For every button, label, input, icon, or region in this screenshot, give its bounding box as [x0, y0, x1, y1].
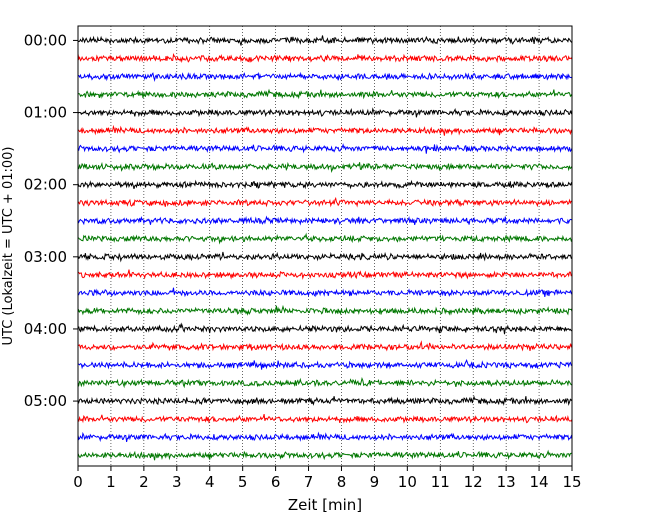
trace-line	[77, 340, 573, 352]
trace-line	[77, 251, 573, 263]
y-tick-label: 05:00	[24, 392, 67, 410]
x-tick-label: 14	[530, 473, 549, 491]
x-tick-label: 8	[337, 473, 347, 491]
trace-line	[77, 71, 573, 83]
trace-line	[77, 395, 573, 406]
x-axis-label: Zeit [min]	[288, 496, 362, 514]
trace-line	[77, 107, 573, 118]
plot-frame	[77, 25, 573, 467]
trace-line	[77, 431, 573, 443]
x-tick-label: 6	[271, 473, 281, 491]
trace-line	[77, 215, 573, 226]
x-tick-label: 5	[238, 473, 248, 491]
y-axis-label: UTC (Lokalzeit = UTC + 01:00)	[1, 147, 16, 346]
seismic-traces	[77, 35, 573, 461]
trace-line	[77, 287, 573, 298]
y-tick-label: 03:00	[24, 248, 67, 266]
x-tick-label: 0	[73, 473, 83, 491]
trace-line	[77, 124, 573, 136]
y-tick-label: 01:00	[24, 104, 67, 122]
x-tick-label: 1	[106, 473, 116, 491]
x-tick-label: 3	[172, 473, 182, 491]
x-tick-label: 9	[370, 473, 380, 491]
x-tick-label: 4	[205, 473, 215, 491]
trace-line	[77, 196, 573, 208]
trace-line	[77, 232, 573, 245]
x-tick-label: 7	[304, 473, 314, 491]
trace-line	[77, 161, 573, 173]
x-tick-label: 13	[497, 473, 516, 491]
trace-line	[77, 304, 573, 316]
trace-line	[77, 376, 573, 389]
y-axis-ticks: 00:00 01:00 02:00 03:00 04:00 05:00	[24, 31, 78, 410]
trace-line	[77, 179, 573, 190]
trace-line	[77, 359, 573, 370]
trace-line	[77, 143, 573, 154]
x-tick-label: 11	[431, 473, 450, 491]
x-axis-ticks: 0 1 2 3 4 5 6 7 8 9 10 11 12 13 14 15	[73, 466, 582, 491]
trace-line	[77, 35, 573, 46]
trace-line	[77, 88, 573, 100]
y-tick-label: 00:00	[24, 31, 67, 49]
x-tick-label: 15	[562, 473, 581, 491]
trace-line	[77, 53, 573, 64]
trace-line	[77, 269, 573, 280]
x-tick-label: 10	[398, 473, 417, 491]
x-tick-label: 2	[139, 473, 149, 491]
x-tick-label: 12	[464, 473, 483, 491]
y-tick-label: 04:00	[24, 320, 67, 338]
y-tick-label: 02:00	[24, 176, 67, 194]
trace-line	[77, 413, 573, 424]
trace-line	[77, 322, 573, 335]
trace-line	[77, 449, 573, 461]
